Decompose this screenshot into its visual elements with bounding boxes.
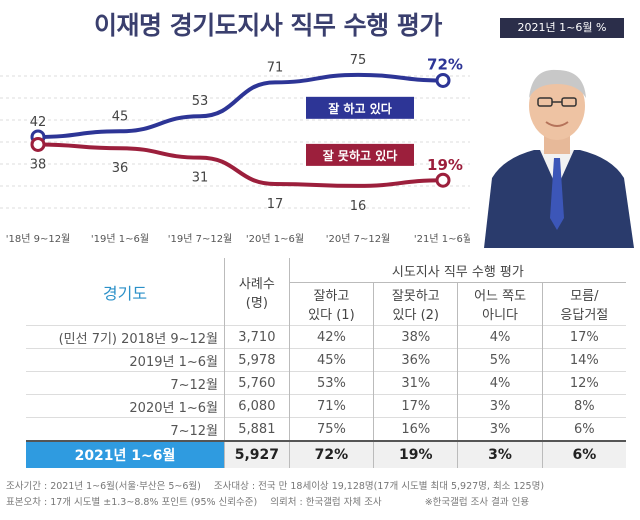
column-header-1: 잘못하고 있다 (2) <box>373 282 458 326</box>
series-1-value-5: 19% <box>427 156 463 174</box>
row-label: 2020년 1~6월 <box>26 394 225 418</box>
value-cell-0: 42% <box>288 325 374 349</box>
table-row: 7~12월 5,760 53% 31% 4% 12% <box>26 371 626 395</box>
x-tick-label-4: '20년 7~12월 <box>326 233 391 245</box>
legend-box-0 <box>306 96 414 119</box>
x-tick-label-3: '20년 1~6월 <box>246 233 304 245</box>
series-0-value-2: 53 <box>192 94 209 109</box>
value-cell-1: 36% <box>373 348 458 372</box>
governor-portrait <box>474 58 640 248</box>
table-row: (민선 7기) 2018년 9~12월 3,710 42% 38% 4% 17% <box>26 325 626 349</box>
value-cell-3: 12% <box>541 371 626 395</box>
legend-box-1 <box>306 143 414 166</box>
series-1-point-0 <box>30 136 46 152</box>
sample-size-cell: 3,710 <box>223 325 290 349</box>
series-line-0 <box>37 72 444 139</box>
series-0-value-1: 45 <box>112 109 129 124</box>
x-tick-label-2: '19년 7~12월 <box>168 233 233 245</box>
series-1-value-4: 16 <box>350 199 367 214</box>
group-header: 시도지사 직무 수행 평가 <box>288 258 626 283</box>
value-cell-1: 38% <box>373 325 458 349</box>
series-0-value-5: 72% <box>427 55 463 73</box>
source-note: ※한국갤럽 조사 결과 인용 <box>424 497 530 508</box>
value-cell-3: 6% <box>541 417 626 441</box>
series-0-value-4: 75 <box>350 53 367 68</box>
table-row: 7~12월 5,881 75% 16% 3% 6% <box>26 417 626 441</box>
series-1-value-3: 17 <box>267 197 284 212</box>
sample-size-cell: 5,881 <box>223 417 290 441</box>
value-cell-1: 19% <box>373 440 458 468</box>
chart-title: 이재명 경기도지사 직무 수행 평가 <box>94 11 442 40</box>
value-cell-0: 53% <box>288 371 374 395</box>
survey-period: 조사기간 : 2021년 1~6월(서울·부산은 5~6월) <box>6 481 201 492</box>
value-cell-0: 72% <box>288 440 374 468</box>
series-1-value-1: 36 <box>112 161 129 176</box>
region-header: 경기도 <box>102 283 148 303</box>
row-label: 2019년 1~6월 <box>26 348 225 372</box>
row-label: 2021년 1~6월 <box>26 440 225 468</box>
period-badge: 2021년 1~6월 % <box>500 18 624 38</box>
series-line-1 <box>37 142 444 188</box>
value-cell-0: 75% <box>288 417 374 441</box>
value-cell-1: 17% <box>373 394 458 418</box>
value-cell-2: 4% <box>457 371 543 395</box>
column-header-2: 어느 쪽도 아니다 <box>457 282 543 326</box>
footer-line-1: 조사기간 : 2021년 1~6월(서울·부산은 5~6월) 조사대상 : 전국… <box>6 478 544 492</box>
survey-target: 조사대상 : 전국 만 18세이상 19,128명(17개 시도별 최대 5,9… <box>213 481 545 492</box>
column-header-3: 모름/ 응답거절 <box>541 282 626 326</box>
sampling-error: 표본오차 : 17개 시도별 ±1.3~8.8% 포인트 (95% 신뢰수준) <box>6 497 258 508</box>
sample-size-cell: 5,927 <box>223 440 290 468</box>
legend-label-0: 잘 하고 있다 <box>328 101 392 116</box>
line-chart: '18년 9~12월 '19년 1~6월 '19년 7~12월 '20년 1~6월 '2… <box>0 53 470 245</box>
sample-size-cell: 6,080 <box>223 394 290 418</box>
series-0-value-0: 42 <box>30 115 47 130</box>
column-header-0: 잘하고 있다 (1) <box>288 282 374 326</box>
x-tick-label-1: '19년 1~6월 <box>91 233 149 245</box>
row-label: (민선 7기) 2018년 9~12월 <box>26 325 225 349</box>
series-1-value-0: 38 <box>30 157 47 172</box>
value-cell-2: 3% <box>457 394 543 418</box>
value-cell-3: 6% <box>541 440 626 468</box>
value-cell-2: 5% <box>457 348 543 372</box>
commissioner: 의뢰처 : 한국갤럽 자체 조사 <box>270 497 382 508</box>
table-row: 2020년 1~6월 6,080 71% 17% 3% 8% <box>26 394 626 418</box>
x-tick-label-5: '21년 1~6월 <box>414 233 470 245</box>
footer-line-2: 표본오차 : 17개 시도별 ±1.3~8.8% 포인트 (95% 신뢰수준) … <box>6 494 529 508</box>
series-0-value-3: 71 <box>267 60 284 75</box>
value-cell-2: 4% <box>457 325 543 349</box>
value-cell-3: 17% <box>541 325 626 349</box>
table-row: 2019년 1~6월 5,978 45% 36% 5% 14% <box>26 348 626 372</box>
value-cell-1: 16% <box>373 417 458 441</box>
value-cell-0: 71% <box>288 394 374 418</box>
series-0-point-5 <box>435 72 451 88</box>
survey-table: 경기도 사례수 (명) 시도지사 직무 수행 평가 잘하고 있다 (1) 잘못하고… <box>26 258 626 468</box>
value-cell-0: 45% <box>288 348 374 372</box>
sample-size-cell: 5,978 <box>223 348 290 372</box>
x-tick-label-0: '18년 9~12월 <box>6 233 71 245</box>
value-cell-3: 14% <box>541 348 626 372</box>
row-label: 7~12월 <box>26 371 225 395</box>
value-cell-2: 3% <box>457 417 543 441</box>
legend-label-1: 잘 못하고 있다 <box>323 148 398 163</box>
row-label: 7~12월 <box>26 417 225 441</box>
value-cell-2: 3% <box>457 440 543 468</box>
value-cell-3: 8% <box>541 394 626 418</box>
sample-size-cell: 5,760 <box>223 371 290 395</box>
series-1-point-5 <box>435 172 451 188</box>
sample-size-header: 사례수 (명) <box>223 258 290 326</box>
highlight-row: 2021년 1~6월 5,927 72% 19% 3% 6% <box>26 440 626 468</box>
series-1-value-2: 31 <box>192 171 209 186</box>
value-cell-1: 31% <box>373 371 458 395</box>
